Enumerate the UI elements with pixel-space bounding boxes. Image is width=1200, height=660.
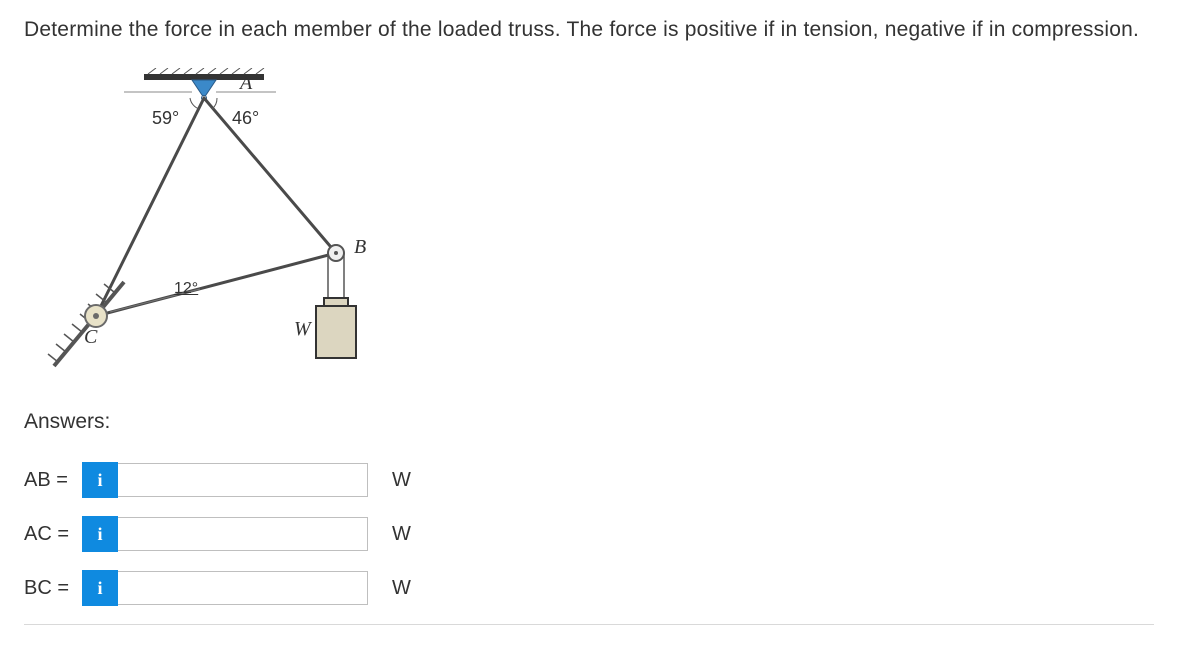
- answer-row-bc: BC = i W: [24, 570, 454, 606]
- angle-a-right: 46°: [232, 108, 259, 129]
- bottom-rule: [24, 624, 1154, 625]
- weight-block: [316, 306, 356, 358]
- question-text: Determine the force in each member of th…: [24, 18, 1176, 42]
- angle-arc-a-left: [190, 98, 199, 109]
- info-icon[interactable]: i: [82, 516, 118, 552]
- answer-unit-ac: W: [392, 523, 411, 546]
- pin-support: [48, 282, 124, 366]
- node-label-a: A: [240, 72, 252, 95]
- answer-input-ac[interactable]: [118, 517, 368, 551]
- node-label-c: C: [84, 326, 97, 349]
- answer-label-ac: AC =: [24, 523, 82, 546]
- answer-row-ac: AC = i W: [24, 516, 454, 552]
- answer-unit-bc: W: [392, 577, 411, 600]
- angle-c: 12°: [174, 280, 198, 298]
- pulley-load: [316, 245, 356, 358]
- answers-heading: Answers:: [24, 410, 1176, 434]
- truss-figure: A B C W 59° 46° 12°: [24, 68, 404, 388]
- member-ab: [204, 98, 336, 253]
- answer-unit-ab: W: [392, 469, 411, 492]
- answer-label-ab: AB =: [24, 469, 82, 492]
- node-label-b: B: [354, 236, 366, 259]
- truss-members: [96, 98, 336, 316]
- answer-input-bc[interactable]: [118, 571, 368, 605]
- answer-label-bc: BC =: [24, 577, 82, 600]
- info-icon[interactable]: i: [82, 570, 118, 606]
- weight-label: W: [294, 318, 311, 341]
- answers-block: AB = i W AC = i W BC = i W: [24, 462, 454, 606]
- weight-cap: [324, 298, 348, 306]
- info-icon[interactable]: i: [82, 462, 118, 498]
- answer-row-ab: AB = i W: [24, 462, 454, 498]
- angle-a-left: 59°: [152, 108, 179, 129]
- answer-input-ab[interactable]: [118, 463, 368, 497]
